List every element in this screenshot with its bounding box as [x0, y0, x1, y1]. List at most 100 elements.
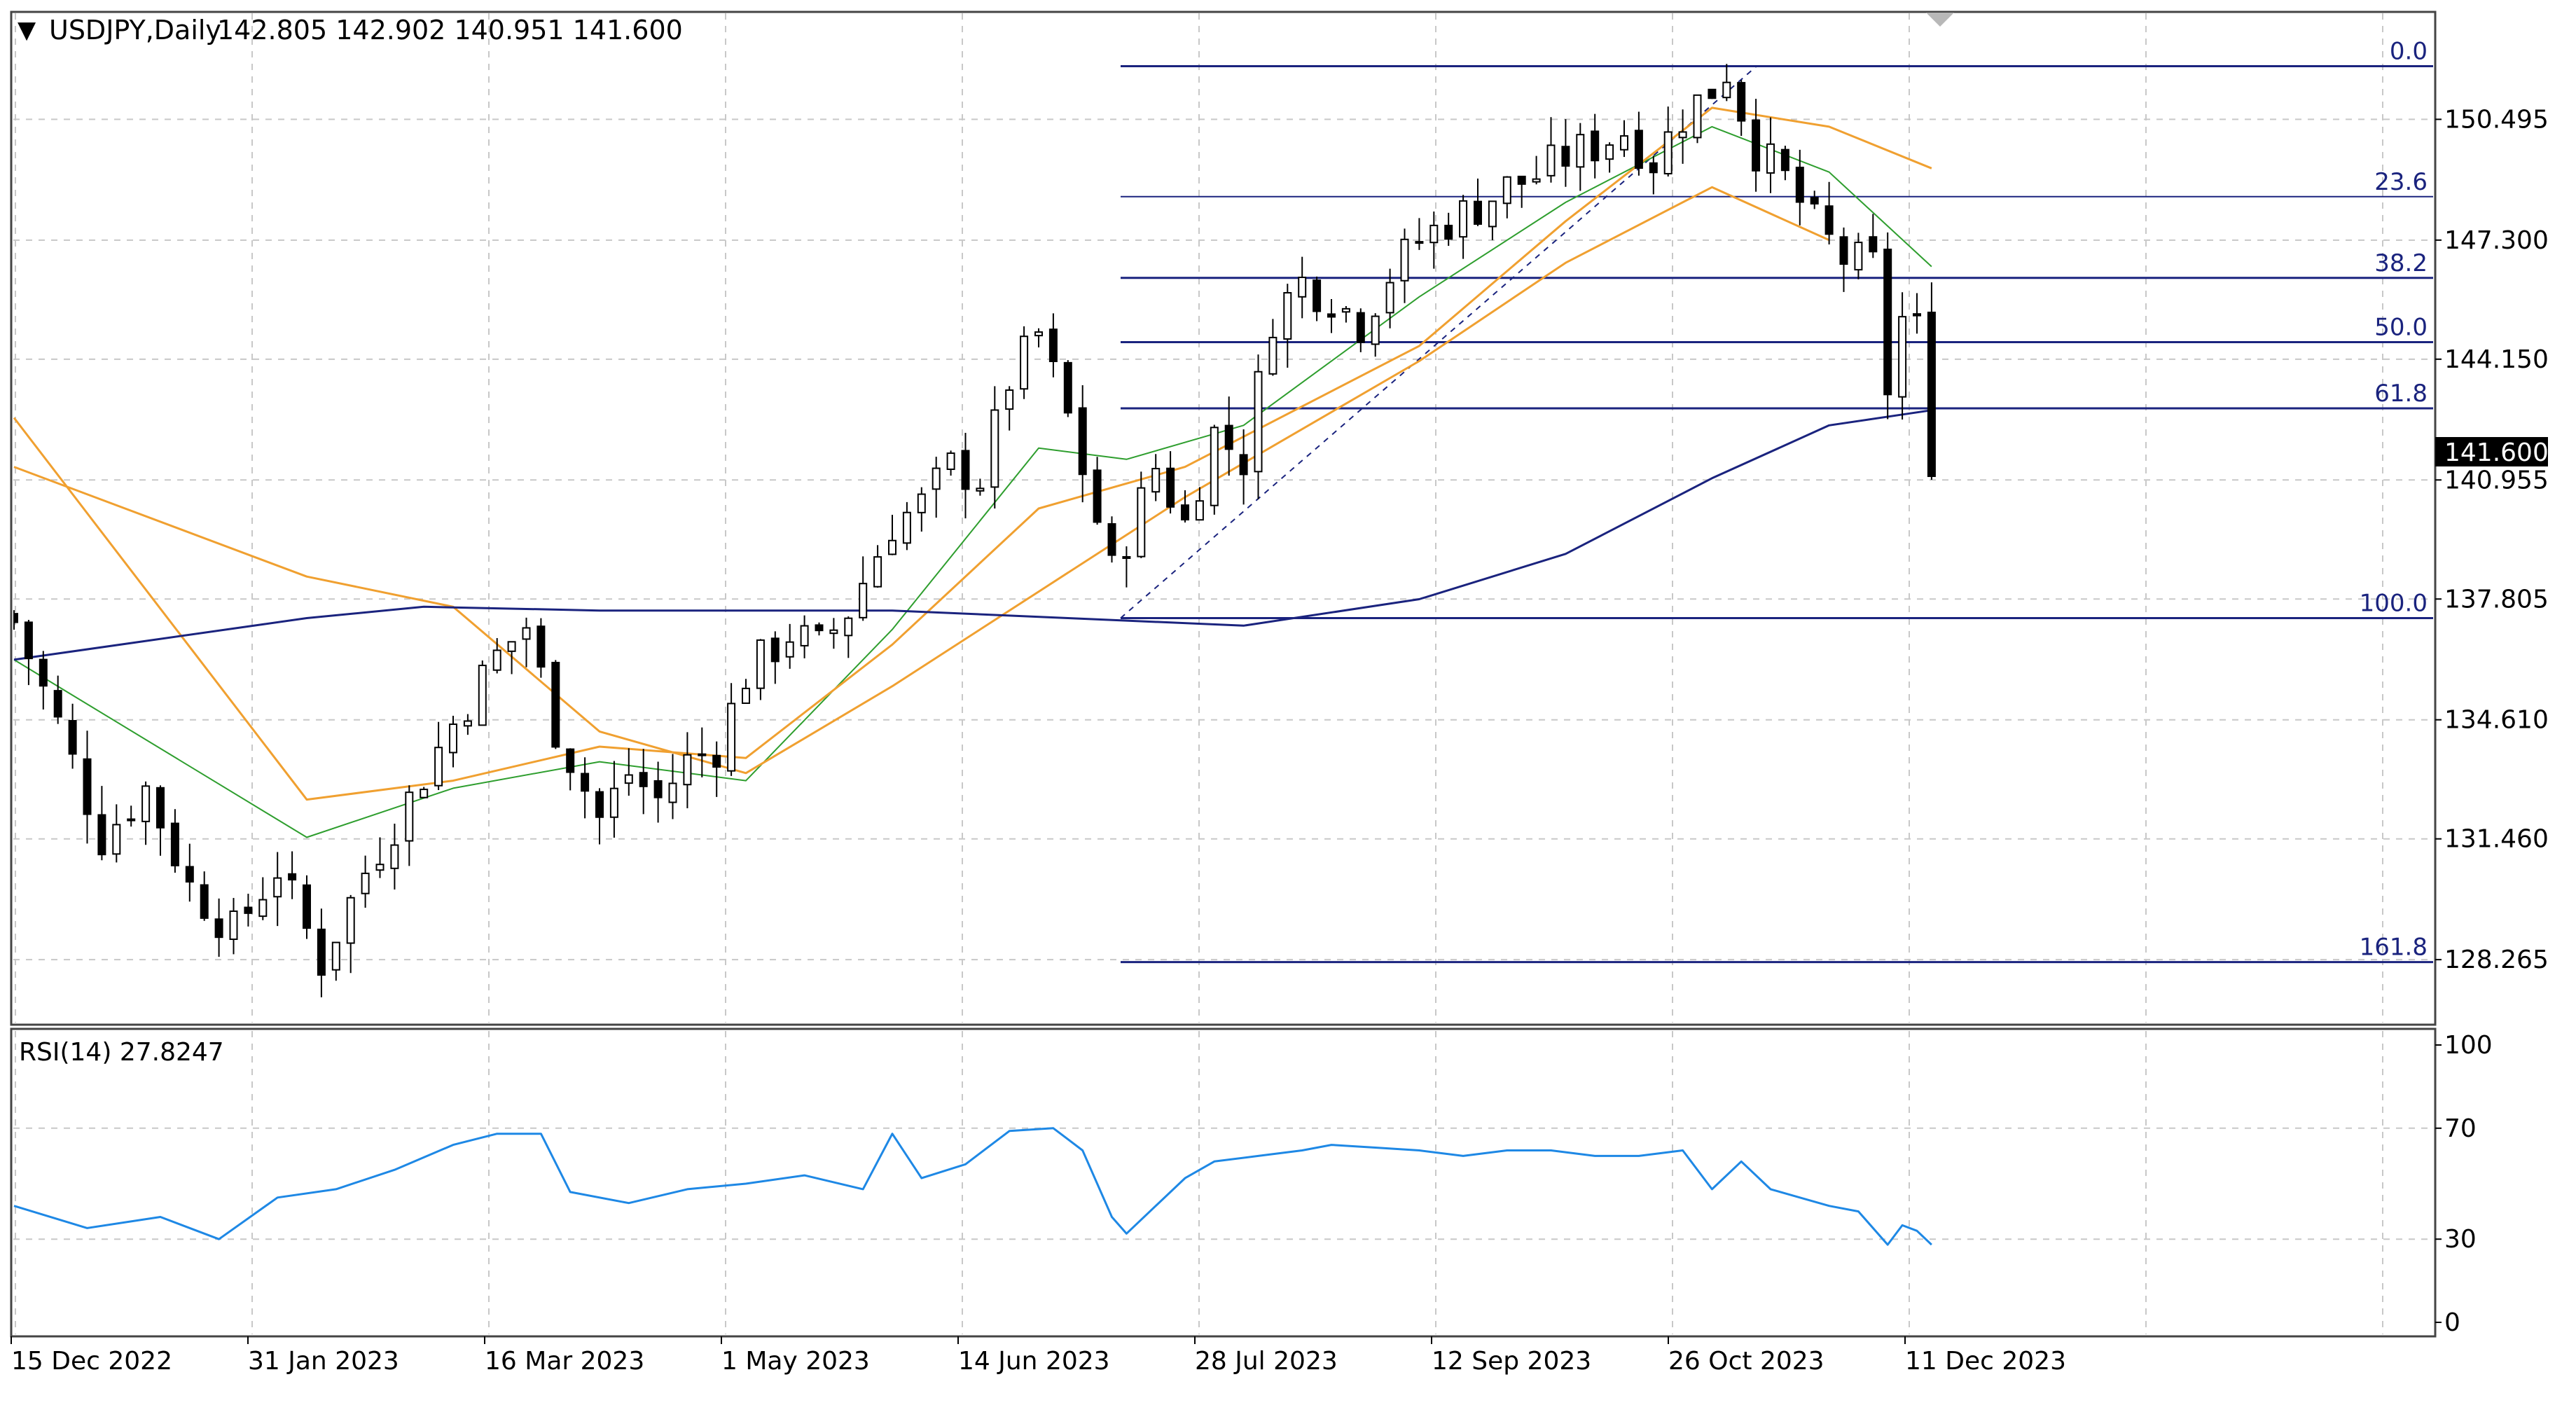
- candle: [961, 433, 970, 519]
- time-axis-label: 1 May 2023: [721, 1347, 870, 1376]
- candle-body-up: [507, 641, 516, 652]
- candle: [698, 727, 707, 777]
- candle: [1839, 227, 1848, 292]
- candle-body-down: [1634, 130, 1643, 169]
- grid-lines: [13, 13, 2433, 1334]
- candle: [1502, 176, 1511, 219]
- candle: [1649, 155, 1658, 195]
- candle: [331, 941, 340, 981]
- candle-body-down: [1927, 311, 1936, 478]
- price-tick-label: 134.610: [2444, 706, 2549, 735]
- candle: [1780, 146, 1789, 181]
- candle: [1122, 546, 1131, 588]
- candle: [1137, 471, 1146, 558]
- candle-body-down: [1444, 224, 1453, 240]
- price-tick-label: 140.955: [2444, 466, 2549, 494]
- candle-body-up: [522, 627, 531, 640]
- candle-body-down: [1239, 454, 1248, 476]
- price-axis: 150.495 147.300 144.150 140.955 137.805 134.6…: [2435, 105, 2549, 974]
- candle: [1824, 181, 1834, 244]
- candle: [507, 641, 516, 674]
- candle-body-down: [1107, 522, 1116, 556]
- candle: [888, 514, 896, 555]
- candle: [1678, 109, 1687, 164]
- candle: [581, 757, 590, 819]
- candle-body-down: [712, 754, 721, 768]
- rsi-line: [13, 1127, 1932, 1246]
- candle-body-down: [536, 625, 546, 668]
- candle: [1239, 429, 1248, 505]
- candle-body-down: [1824, 205, 1834, 235]
- candlesticks: [13, 64, 1936, 997]
- fibonacci-retracement[interactable]: 0.0 23.6 38.2 50.0 61.8 100.0 161.8: [1120, 38, 2433, 964]
- candle-body-up: [1254, 371, 1263, 473]
- candle-body-down: [53, 690, 62, 718]
- ohlc-values: 142.805 142.902 140.951 141.600: [217, 15, 683, 46]
- candle: [1400, 228, 1409, 303]
- candle: [742, 679, 750, 705]
- candle-body-up: [917, 493, 926, 513]
- candle: [1546, 117, 1556, 183]
- time-axis-label: 28 Jul 2023: [1195, 1347, 1338, 1376]
- candle-body-down: [83, 758, 92, 815]
- candle-body-up: [1005, 389, 1014, 410]
- candle-body-up: [624, 774, 633, 784]
- symbol-label: USDJPY,Daily: [49, 15, 221, 46]
- moving-average-line: [13, 125, 1932, 838]
- candle-body-up: [1341, 307, 1350, 313]
- candle: [273, 852, 282, 927]
- candle-body-up: [1415, 241, 1424, 244]
- candle: [214, 898, 223, 957]
- candle-body-down: [185, 866, 194, 883]
- candle-body-down: [1591, 130, 1600, 162]
- candle: [1107, 516, 1116, 563]
- candle: [1605, 142, 1614, 173]
- moving-averages: [13, 106, 1932, 838]
- candle: [185, 843, 194, 902]
- candle: [39, 651, 48, 710]
- fib-level-label: 100.0: [2360, 590, 2428, 618]
- candle: [595, 788, 604, 845]
- candle-body-down: [1780, 148, 1789, 172]
- candle-body-down: [1517, 175, 1526, 185]
- candle: [1693, 94, 1702, 144]
- candle-body-down: [961, 450, 970, 490]
- scroll-shift-marker-icon[interactable]: [1926, 13, 1954, 27]
- candle: [112, 804, 121, 863]
- candle-body-down: [1166, 467, 1175, 508]
- candle: [1341, 305, 1350, 323]
- candle-body-down: [1649, 162, 1658, 174]
- time-axis: 15 Dec 2022 31 Jan 2023 16 Mar 2023 1 May 2…: [11, 1336, 2066, 1376]
- candle-body-up: [434, 747, 443, 787]
- candle: [668, 754, 677, 819]
- candle: [1224, 396, 1233, 476]
- candle: [361, 855, 370, 908]
- candle-body-up: [449, 724, 457, 754]
- rsi-panel-frame: [10, 1027, 2437, 1338]
- candle: [683, 732, 692, 809]
- candle-body-up: [463, 720, 472, 727]
- fib-level-label: 50.0: [2374, 314, 2428, 342]
- candle: [1093, 457, 1102, 525]
- candle-body-down: [1063, 361, 1072, 414]
- candle: [24, 620, 33, 686]
- menu-arrow-icon[interactable]: ▼: [18, 16, 36, 44]
- candle-body-up: [273, 877, 282, 898]
- time-axis-label: 31 Jan 2023: [248, 1347, 399, 1376]
- candle: [68, 703, 77, 769]
- candle: [770, 631, 780, 684]
- candle: [785, 623, 794, 669]
- fib-level-label: 61.8: [2374, 380, 2428, 408]
- candle-body-down: [1356, 312, 1365, 343]
- candle-body-down: [1224, 424, 1233, 450]
- candle-body-up: [492, 649, 501, 671]
- candle: [1795, 149, 1804, 226]
- candle: [156, 785, 165, 856]
- candle: [639, 749, 648, 815]
- candle-body-down: [595, 791, 604, 818]
- candle-body-down: [653, 780, 663, 798]
- candle: [1488, 200, 1497, 240]
- candle-body-down: [1048, 328, 1058, 362]
- candle-body-up: [1400, 238, 1409, 282]
- candle-body-up: [1576, 134, 1585, 168]
